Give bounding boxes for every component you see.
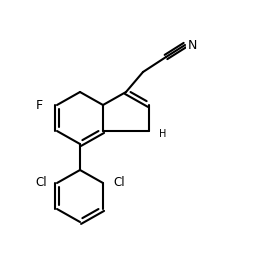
- Text: Cl: Cl: [35, 177, 47, 190]
- Text: H: H: [159, 129, 167, 139]
- Text: N: N: [187, 38, 197, 51]
- Text: F: F: [36, 99, 43, 112]
- Text: Cl: Cl: [113, 177, 125, 190]
